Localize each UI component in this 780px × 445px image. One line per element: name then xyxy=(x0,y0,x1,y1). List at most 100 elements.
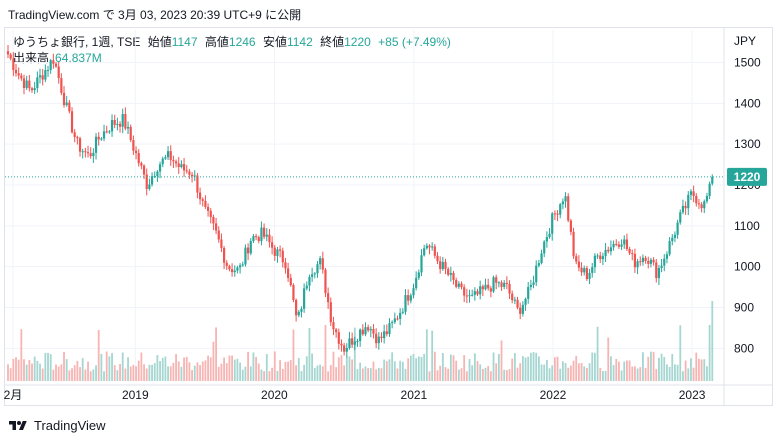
y-tick-label: 1500 xyxy=(734,56,761,70)
candle-body xyxy=(527,286,530,299)
last-price-badge xyxy=(727,167,767,186)
volume-bar xyxy=(188,362,191,381)
high-value: 高値1246 xyxy=(204,35,256,49)
candle-body xyxy=(497,282,500,284)
candle-body xyxy=(100,138,103,140)
volume-bar xyxy=(580,362,583,381)
candle-body xyxy=(295,299,298,316)
volume-bar xyxy=(252,352,255,381)
volume-legend: 出来高 64.837M xyxy=(13,50,102,66)
volume-bar xyxy=(191,370,193,381)
volume-bar xyxy=(311,353,314,381)
candle-body xyxy=(401,311,404,313)
volume-bar xyxy=(639,367,642,381)
volume-bar xyxy=(356,369,359,381)
volume-bar xyxy=(575,355,578,381)
candle-body xyxy=(108,131,111,133)
candle-body xyxy=(705,196,709,202)
volume-bar xyxy=(231,355,233,381)
volume-bar xyxy=(81,358,84,381)
candle-body xyxy=(289,277,292,286)
volume-bar xyxy=(9,368,12,381)
candle-body xyxy=(86,152,90,154)
candle-body xyxy=(38,75,42,78)
volume-bar xyxy=(233,359,236,381)
candle-body xyxy=(388,323,391,335)
candle-body xyxy=(601,256,605,260)
currency-label: JPY xyxy=(734,34,756,48)
candle-body xyxy=(591,267,594,273)
candle-body xyxy=(439,261,442,270)
candle-body xyxy=(492,277,495,292)
candle-body xyxy=(271,242,274,248)
candle-body xyxy=(513,299,516,301)
volume-bar xyxy=(687,368,690,381)
volume-bar xyxy=(55,364,57,381)
candle-body xyxy=(137,153,140,164)
tradingview-footer[interactable]: TradingView xyxy=(8,418,106,433)
volume-bar xyxy=(567,367,570,381)
volume-bar xyxy=(105,351,108,381)
candle-body xyxy=(521,304,524,314)
volume-bar xyxy=(135,366,137,381)
volume-bar xyxy=(516,367,519,381)
volume-bar xyxy=(391,352,394,381)
volume-bar xyxy=(439,365,442,381)
volume-bar xyxy=(543,364,546,381)
candle-body xyxy=(660,265,663,268)
candle-body xyxy=(124,114,127,129)
candle-body xyxy=(60,78,63,93)
volume-bar xyxy=(610,356,612,381)
last-price-label: 1220 xyxy=(734,170,761,184)
candle-body xyxy=(457,283,460,287)
candle-body xyxy=(260,227,263,242)
volume-bar xyxy=(377,367,380,381)
volume-bar xyxy=(479,364,482,381)
candle-body xyxy=(364,327,367,335)
volume-bar xyxy=(292,329,295,381)
volume-bar xyxy=(383,359,386,381)
candle-body xyxy=(711,176,714,184)
candle-body xyxy=(263,227,266,237)
candle-body xyxy=(623,239,626,245)
candle-body xyxy=(89,153,92,157)
volume-bar xyxy=(303,364,306,381)
candle-body xyxy=(281,250,284,263)
candle-body xyxy=(484,284,487,290)
volume-bar xyxy=(49,354,52,381)
candle-body xyxy=(257,237,260,242)
candle-body xyxy=(676,222,679,235)
volume-bar xyxy=(161,357,164,381)
volume-bar xyxy=(449,354,452,381)
volume-bar xyxy=(332,351,335,381)
candle-body xyxy=(20,75,23,79)
candle-body xyxy=(452,273,455,280)
candle-body xyxy=(564,196,567,202)
change-value: +85 (+7.49%) xyxy=(378,35,451,49)
candle-body xyxy=(559,204,562,215)
candle-body xyxy=(420,255,423,273)
candle-body xyxy=(249,241,252,254)
volume-bar xyxy=(273,351,276,381)
candle-body xyxy=(62,92,66,106)
candle-body xyxy=(337,332,340,344)
candle-body xyxy=(268,234,271,243)
candle-body xyxy=(529,284,532,287)
candle-body xyxy=(505,282,508,284)
volume-bar xyxy=(204,360,207,381)
volume-bar xyxy=(393,361,396,381)
candle-body xyxy=(201,199,204,201)
candle-body xyxy=(524,298,527,305)
volume-bar xyxy=(249,366,252,381)
volume-bar xyxy=(375,369,378,381)
volume-bar xyxy=(436,370,439,381)
candle-body xyxy=(233,270,236,273)
volume-bar xyxy=(239,362,241,381)
volume-bar xyxy=(20,329,23,381)
candle-body xyxy=(142,165,146,175)
candle-body xyxy=(129,126,132,141)
candle-body xyxy=(17,73,20,76)
volume-bar xyxy=(257,363,260,381)
candle-body xyxy=(599,255,602,260)
